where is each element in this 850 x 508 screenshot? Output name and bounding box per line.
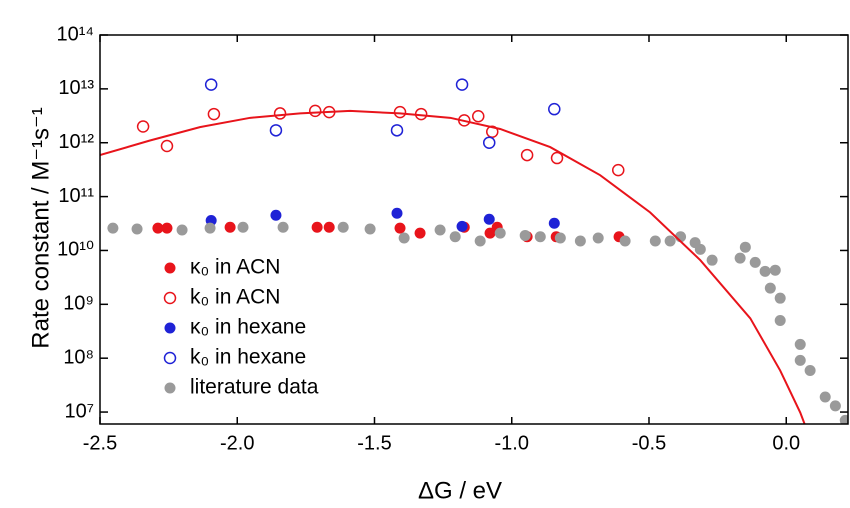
data-point (107, 222, 119, 234)
y-tick-label: 10⁹ (63, 293, 94, 315)
plot-area (100, 78, 848, 424)
data-point (207, 107, 221, 121)
data-point (456, 220, 468, 232)
data-point (554, 232, 566, 244)
x-tick-label: -1.5 (357, 432, 391, 454)
data-point (270, 209, 282, 221)
x-tick-label: 0.0 (772, 432, 800, 454)
data-point (391, 207, 403, 219)
data-point (829, 400, 841, 412)
data-point (273, 107, 287, 120)
legend-label: k₀ in ACN (190, 286, 280, 309)
data-point (548, 217, 560, 229)
data-point (337, 221, 349, 233)
data-point (204, 222, 216, 234)
legend-label: k₀ in hexane (190, 346, 306, 369)
legend-marker (164, 382, 176, 394)
data-point (649, 235, 661, 247)
data-point (739, 241, 751, 253)
data-point (734, 252, 746, 264)
data-point (694, 243, 706, 255)
data-point (472, 110, 485, 123)
data-point (774, 292, 786, 304)
data-point (131, 223, 143, 235)
data-point (323, 221, 335, 233)
data-point (237, 221, 249, 233)
data-point (520, 148, 534, 162)
data-point (839, 414, 848, 424)
data-point (519, 229, 531, 241)
legend-marker (164, 322, 176, 334)
y-tick-label: 10⁸ (63, 346, 94, 368)
data-point (764, 282, 776, 294)
data-point (311, 221, 323, 233)
data-point (204, 78, 218, 91)
data-point (277, 221, 289, 233)
data-point (482, 136, 496, 149)
x-tick-label: -2.0 (220, 432, 254, 454)
data-point (364, 223, 376, 235)
data-point (574, 235, 586, 247)
plot-frame (99, 34, 849, 425)
x-tick-label: -1.0 (495, 432, 529, 454)
data-point (449, 231, 461, 243)
y-tick-label: 10¹¹ (58, 185, 94, 207)
legend-label: κ₀ in hexane (190, 316, 306, 339)
legend-marker (164, 262, 176, 274)
data-point (393, 105, 407, 119)
data-point (548, 102, 561, 116)
data-point (161, 222, 173, 234)
data-point (390, 124, 404, 137)
data-point (160, 139, 174, 153)
data-point (706, 254, 718, 266)
x-axis-label: ΔG / eV (418, 477, 502, 504)
data-point (774, 315, 786, 327)
y-tick-label: 10¹⁰ (57, 239, 94, 261)
data-point (664, 235, 676, 247)
fit-line (100, 109, 806, 424)
data-point (619, 235, 631, 247)
data-point (483, 213, 495, 225)
data-point (819, 391, 831, 403)
data-point (550, 151, 564, 165)
data-point (308, 104, 322, 118)
y-tick-label: 10¹² (58, 131, 94, 153)
data-point (494, 227, 506, 239)
data-point (398, 232, 410, 244)
x-tick-label: -2.5 (83, 432, 117, 454)
data-point (414, 227, 426, 239)
data-point (794, 354, 806, 366)
legend-label: κ₀ in ACN (190, 256, 280, 279)
y-tick-label: 10¹³ (58, 77, 94, 99)
x-tick-label: -0.5 (632, 432, 666, 454)
data-point (152, 222, 164, 234)
data-point (455, 78, 469, 91)
data-point (394, 222, 406, 234)
data-point (474, 235, 486, 247)
data-point (804, 365, 816, 377)
y-tick-label: 10⁷ (65, 400, 94, 422)
data-point (759, 265, 771, 277)
data-point (136, 120, 150, 133)
data-point (749, 256, 761, 268)
data-point (611, 163, 625, 177)
y-axis-label: Rate constant / M⁻¹s⁻¹ (27, 107, 54, 348)
data-point (534, 231, 546, 243)
legend-marker (163, 291, 177, 305)
data-point (434, 224, 446, 236)
data-point (269, 124, 283, 137)
data-point (224, 221, 236, 233)
data-point (794, 338, 806, 350)
data-point (769, 264, 781, 276)
data-point (592, 232, 604, 244)
legend-label: literature data (190, 376, 319, 399)
legend-marker (163, 351, 177, 365)
y-tick-label: 10¹⁴ (57, 23, 95, 45)
data-point (176, 224, 188, 236)
